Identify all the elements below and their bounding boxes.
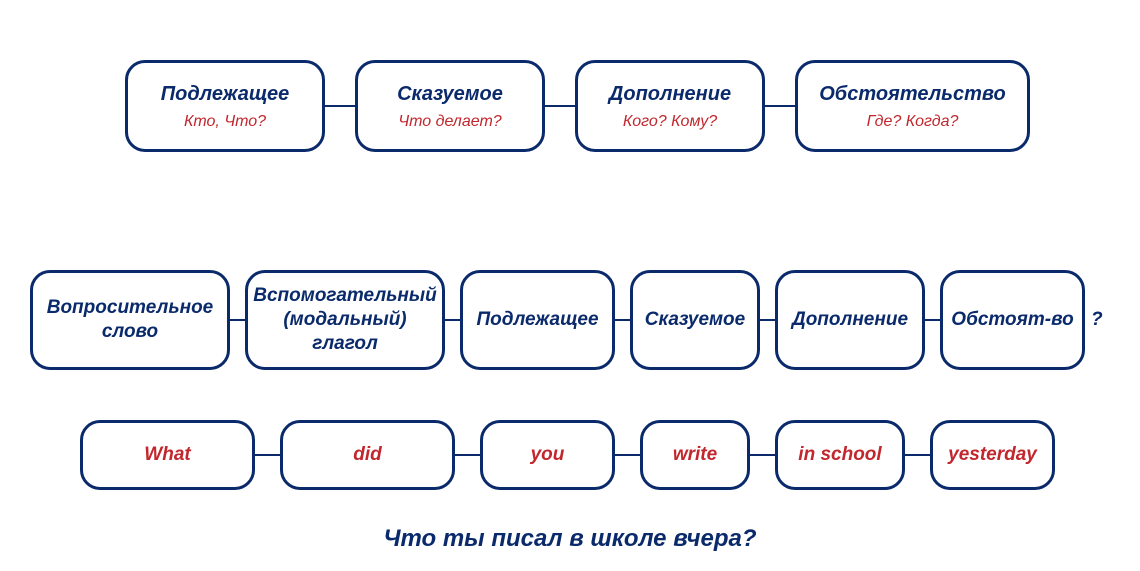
connector: [765, 105, 795, 107]
question-structure-node: Обстоят-во: [940, 270, 1085, 370]
node-title: in school: [798, 443, 881, 467]
node-title: Вопросительное слово: [41, 296, 219, 344]
connector: [230, 319, 245, 321]
connector: [925, 319, 940, 321]
connector: [445, 319, 460, 321]
node-title: Вспомогательный (модальный) глагол: [253, 284, 436, 355]
question-structure-node: Подлежащее: [460, 270, 615, 370]
node-subtitle: Кто, Что?: [184, 113, 266, 131]
connector: [615, 454, 640, 456]
node-title: Дополнение: [609, 82, 731, 107]
grammar-node: Сказуемое Что делает?: [355, 60, 545, 152]
node-title: Сказуемое: [645, 308, 745, 332]
connector: [455, 454, 480, 456]
node-subtitle: Кого? Кому?: [623, 113, 717, 131]
connector: [750, 454, 775, 456]
node-title: Обстоятельство: [819, 82, 1005, 107]
node-title: Дополнение: [792, 308, 908, 332]
connector: [545, 105, 575, 107]
node-title: write: [673, 443, 717, 467]
node-title: Обстоят-во: [951, 308, 1073, 332]
grammar-node: Обстоятельство Где? Когда?: [795, 60, 1030, 152]
node-title: Подлежащее: [161, 82, 290, 107]
caption-text: Что ты писал в школе вчера?: [383, 525, 756, 552]
english-word-node: write: [640, 420, 750, 490]
connector: [255, 454, 280, 456]
node-subtitle: Что делает?: [398, 113, 501, 131]
node-title: Подлежащее: [476, 308, 598, 332]
translation-caption: Что ты писал в школе вчера?: [0, 525, 1140, 553]
row-declarative: Подлежащее Кто, Что? Сказуемое Что делает? Д…: [125, 60, 1030, 152]
connector: [905, 454, 930, 456]
node-title: What: [144, 443, 190, 467]
connector: [615, 319, 630, 321]
english-word-node: in school: [775, 420, 905, 490]
grammar-node: Подлежащее Кто, Что?: [125, 60, 325, 152]
row-question-structure: Вопросительное слово Вспомогательный (мод…: [30, 270, 1103, 370]
question-structure-node: Дополнение: [775, 270, 925, 370]
node-title: you: [531, 443, 565, 467]
row-english-example: What did you write in school yesterday: [80, 420, 1055, 490]
node-title: did: [353, 443, 382, 467]
node-title: yesterday: [948, 443, 1037, 467]
connector: [760, 319, 775, 321]
english-word-node: What: [80, 420, 255, 490]
english-word-node: did: [280, 420, 455, 490]
question-structure-node: Вопросительное слово: [30, 270, 230, 370]
node-subtitle: Где? Когда?: [867, 113, 959, 131]
node-title: Сказуемое: [397, 82, 503, 107]
grammar-node: Дополнение Кого? Кому?: [575, 60, 765, 152]
connector: [325, 105, 355, 107]
english-word-node: yesterday: [930, 420, 1055, 490]
question-structure-node: Вспомогательный (модальный) глагол: [245, 270, 445, 370]
question-structure-node: Сказуемое: [630, 270, 760, 370]
english-word-node: you: [480, 420, 615, 490]
question-mark: ?: [1091, 309, 1103, 331]
